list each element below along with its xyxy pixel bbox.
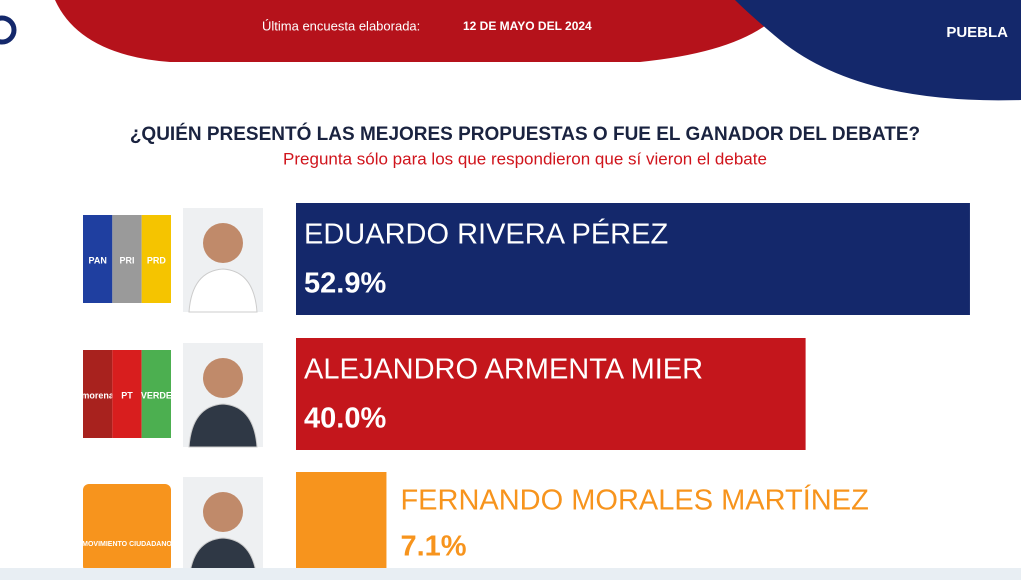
value-label: 40.0% — [304, 403, 386, 435]
region-band — [735, 0, 1021, 101]
header-date: 12 DE MAYO DEL 2024 — [463, 19, 592, 33]
region: PUEBLA — [946, 24, 1008, 41]
party-logo — [83, 215, 113, 303]
photo-body — [188, 403, 258, 448]
party-name: morena — [81, 390, 115, 400]
chart-subtitle: Pregunta sólo para los que respondieron … — [283, 149, 767, 168]
candidate-name: FERNANDO MORALES MARTÍNEZ — [400, 484, 868, 517]
photo-body — [188, 268, 258, 313]
photo-head — [203, 492, 243, 532]
candidate-name: ALEJANDRO ARMENTA MIER — [304, 354, 703, 386]
party-name: PT — [121, 390, 133, 400]
party-name: PAN — [88, 255, 106, 265]
party-name: VERDE — [141, 390, 172, 400]
candidate-name: EDUARDO RIVERA PÉREZ — [304, 218, 668, 251]
party-logo — [141, 350, 171, 438]
party-logo — [83, 350, 113, 438]
bar — [296, 338, 806, 450]
bar — [296, 472, 387, 580]
bottom-strip — [0, 568, 1021, 580]
header-band — [55, 0, 790, 62]
party-name: PRD — [147, 255, 167, 265]
bar — [296, 203, 970, 315]
logo — [0, 15, 17, 45]
party-logo — [112, 350, 142, 438]
party-logo — [141, 215, 171, 303]
value-label: 7.1% — [400, 531, 466, 563]
value-label: 52.9% — [304, 268, 386, 300]
photo-head — [203, 358, 243, 398]
party-logo — [112, 215, 142, 303]
party-name: PRI — [119, 255, 134, 265]
party-name: MOVIMIENTO CIUDADANO — [82, 541, 172, 548]
photo-head — [203, 223, 243, 263]
chart-title: ¿QUIÉN PRESENTÓ LAS MEJORES PROPUESTAS O… — [130, 123, 920, 145]
party-logo — [83, 484, 171, 572]
header-label: Última encuesta elaborada: — [262, 18, 420, 33]
